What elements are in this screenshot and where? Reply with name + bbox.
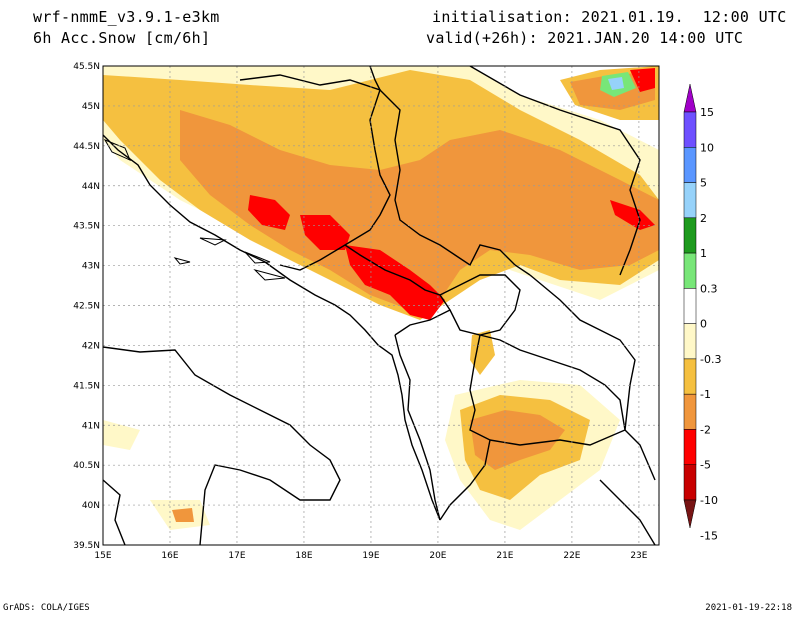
border-serbia-romania — [469, 66, 641, 276]
lon-tick-label: 15E — [94, 551, 111, 561]
lat-tick-label: 43.5N — [73, 222, 100, 232]
footer-credit: GrADS: COLA/IGES — [3, 603, 90, 613]
border-montenegro — [344, 244, 452, 336]
snow-area-light-west — [103, 420, 140, 450]
snow-area-lightblue — [608, 77, 624, 90]
colorbar-label: 15 — [700, 106, 714, 119]
lat-tick-label: 42N — [82, 341, 100, 351]
lon-tick-label: 19E — [362, 551, 379, 561]
snow-area-red-3 — [345, 245, 445, 320]
border-bosnia-serbia — [379, 89, 531, 276]
colorbar-label: 2 — [700, 212, 707, 225]
snow-area-yellow-mid — [470, 330, 495, 375]
footer-timestamp: 2021-01-19-22:18 — [705, 603, 792, 613]
border-kosovo — [439, 274, 521, 336]
lon-tick-label: 20E — [429, 551, 446, 561]
colorbar-bottom-arrow — [683, 499, 697, 529]
border-albania-east — [439, 334, 491, 521]
italy-coastline-sw — [103, 479, 126, 545]
snow-field — [103, 66, 659, 545]
lon-tick-label: 23E — [630, 551, 647, 561]
lat-tick-label: 45.5N — [73, 62, 100, 72]
colorbar-label: 1 — [700, 247, 707, 260]
longitude-ticks: 15E 16E 17E 18E 19E 20E 21E 22E 23E — [94, 551, 647, 561]
lat-tick-label: 45N — [82, 102, 100, 112]
colorbar-label: -5 — [700, 459, 711, 472]
lon-tick-label: 22E — [563, 551, 580, 561]
island-1 — [199, 237, 227, 246]
island-4 — [173, 257, 191, 265]
snow-area-orange-sw — [172, 508, 194, 522]
lon-tick-label: 16E — [161, 551, 178, 561]
lat-tick-label: 40.5N — [73, 461, 100, 471]
colorbar-label: -0.3 — [700, 353, 721, 366]
border-greece — [624, 429, 656, 481]
colorbar-segment — [683, 288, 697, 324]
colorbar-segment — [683, 217, 697, 254]
colorbar-segment — [683, 393, 697, 430]
snow-area-red-ne — [630, 68, 655, 92]
island-2 — [244, 251, 271, 264]
border-bulgaria — [529, 274, 636, 431]
snow-area-red-2 — [300, 215, 350, 250]
lat-tick-label: 39.5N — [73, 541, 100, 551]
border-croatia-bosnia — [239, 74, 391, 271]
border-greece-coast — [599, 479, 656, 545]
snow-area-orange — [180, 110, 659, 310]
lat-tick-label: 44.5N — [73, 142, 100, 152]
lat-tick-label: 41N — [82, 421, 100, 431]
colorbar-label: -2 — [700, 423, 711, 436]
colorbar-segment — [683, 464, 697, 501]
island-5 — [103, 138, 131, 161]
lat-tick-label: 41.5N — [73, 381, 100, 391]
colorbar-segment — [683, 358, 697, 395]
colorbar-segment — [683, 429, 697, 465]
colorbar: 15 10 5 2 1 0.3 0 -0.3 -1 -2 -5 -10 -15 — [683, 83, 721, 542]
map-frame — [102, 65, 660, 546]
colorbar-label: -10 — [700, 494, 718, 507]
colorbar-segment — [683, 147, 697, 183]
colorbar-label: -1 — [700, 388, 711, 401]
colorbar-segment — [683, 182, 697, 219]
lat-tick-label: 44N — [82, 182, 100, 192]
colorbar-label: 0.3 — [700, 282, 718, 295]
colorbar-label: 0 — [700, 318, 707, 331]
lon-tick-label: 21E — [496, 551, 513, 561]
lon-tick-label: 17E — [228, 551, 245, 561]
colorbar-segment — [683, 323, 697, 360]
initialisation-time: initialisation: 2021.01.19. 12:00 UTC — [432, 8, 787, 26]
valid-time: valid(+26h): 2021.JAN.20 14:00 UTC — [426, 29, 744, 47]
model-title: wrf-nmmE_v3.9.1-e3km — [33, 8, 220, 26]
colorbar-label: -15 — [700, 529, 718, 542]
colorbar-label: 10 — [700, 141, 714, 154]
border-hungary — [369, 66, 381, 91]
italy-coastline — [103, 346, 341, 545]
colorbar-label: 5 — [700, 177, 707, 190]
colorbar-segment — [683, 111, 697, 148]
lat-tick-label: 43N — [82, 262, 100, 272]
lat-tick-label: 40N — [82, 501, 100, 511]
lon-tick-label: 18E — [295, 551, 312, 561]
colorbar-top-arrow — [683, 83, 697, 113]
colorbar-segment — [683, 252, 697, 289]
border-macedonia — [479, 334, 626, 446]
coastline — [103, 134, 441, 521]
variable-title: 6h Acc.Snow [cm/6h] — [33, 29, 211, 47]
snow-area-red-4 — [610, 200, 655, 230]
island-3 — [253, 269, 286, 281]
latitude-ticks: 45.5N 45N 44.5N 44N 43.5N 43N 42.5N 42N 41.5N 41N… — [73, 62, 100, 551]
lat-tick-label: 42.5N — [73, 302, 100, 312]
snow-area-red-1 — [248, 195, 290, 230]
